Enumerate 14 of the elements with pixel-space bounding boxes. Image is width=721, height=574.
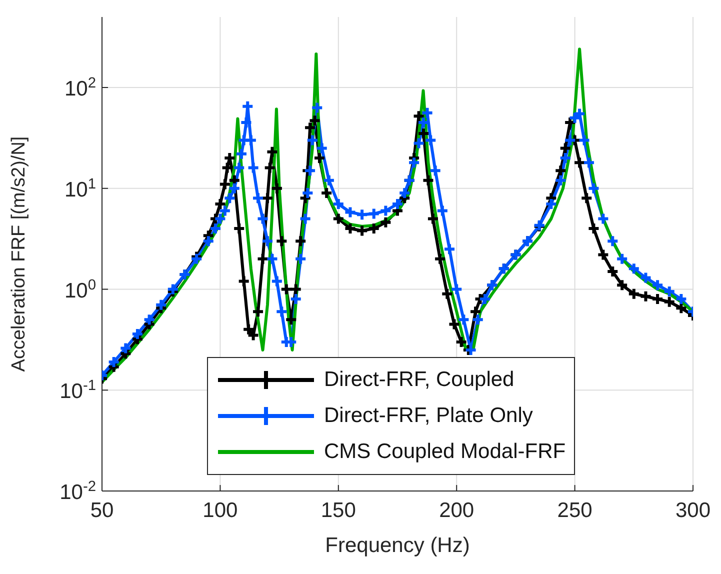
x-tick-label: 200 xyxy=(439,499,474,522)
legend-label: Direct-FRF, Coupled xyxy=(324,368,514,392)
x-axis-title: Frequency (Hz) xyxy=(325,534,470,557)
legend-label: CMS Coupled Modal-FRF xyxy=(324,440,566,464)
x-tick-label: 150 xyxy=(320,499,356,522)
y-axis-title: Acceleration FRF [(m/s2)/N] xyxy=(8,136,30,372)
y-tick-label: 10$^{2}$ xyxy=(64,76,96,101)
legend-label: Direct-FRF, Plate Only xyxy=(324,404,533,428)
y-tick-label: 10$^{1}$ xyxy=(64,176,96,202)
y-tick-label: 10$^{-1}$ xyxy=(60,378,96,404)
x-tick-label: 300 xyxy=(675,499,711,522)
x-tick-label: 100 xyxy=(202,499,238,522)
y-tick-label: 10$^{0}$ xyxy=(64,277,96,302)
x-tick-label: 250 xyxy=(557,499,592,522)
